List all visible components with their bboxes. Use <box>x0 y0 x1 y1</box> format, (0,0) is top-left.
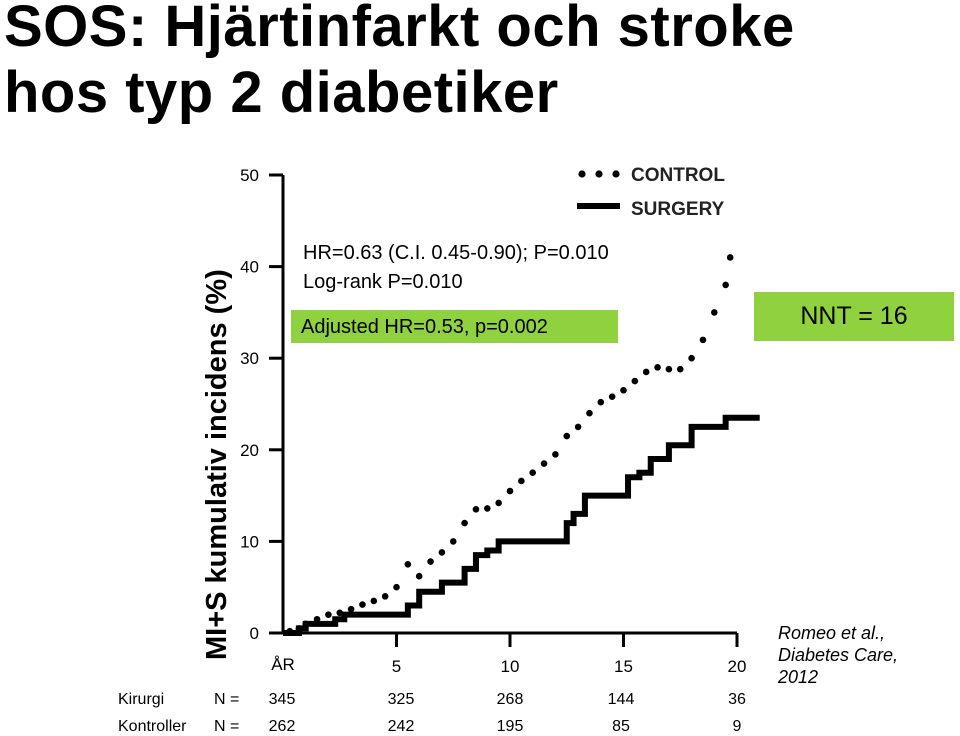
series-control-point <box>642 368 650 376</box>
x-tick-label-15: 15 <box>614 657 633 676</box>
chart-ticks: 0 10 20 30 40 50 5 10 15 20 ÅR <box>240 166 746 676</box>
x-axis-label: ÅR <box>271 655 295 674</box>
series-control-point <box>347 605 355 613</box>
risk-cell: 144 <box>608 691 635 708</box>
risk-row-n-label: N = <box>214 718 239 735</box>
series-control-point <box>461 519 468 527</box>
risk-cell: 268 <box>497 691 524 708</box>
risk-cell: 325 <box>388 691 415 708</box>
risk-row-label-kirurgi: Kirurgi <box>118 691 164 708</box>
risk-cell: 9 <box>733 718 742 735</box>
adjusted-hr-annotation: Adjusted HR=0.53, p=0.002 <box>301 316 548 338</box>
series-control-point <box>393 583 400 591</box>
series-control-point <box>711 309 718 316</box>
risk-cell: 85 <box>612 718 630 735</box>
nnt-label: NNT = 16 <box>800 302 908 330</box>
risk-cell: 262 <box>269 718 296 735</box>
chart-series <box>283 254 760 636</box>
risk-cell: 242 <box>388 718 415 735</box>
chart-legend: CONTROL SURGERY <box>577 165 725 220</box>
title-line-1: SOS: Hjärtinfarkt och stroke <box>4 0 795 59</box>
risk-cell: 36 <box>728 691 746 708</box>
series-control-point <box>415 572 423 580</box>
series-control-point <box>518 477 525 485</box>
y-tick-label-20: 20 <box>240 441 259 460</box>
series-control-point <box>620 386 627 394</box>
series-control-point <box>540 460 548 467</box>
series-control-point <box>472 506 480 513</box>
citation: Romeo et al., Diabetes Care, 2012 <box>778 622 898 688</box>
series-control-point <box>529 469 536 477</box>
citation-line-2: Diabetes Care, <box>778 645 899 665</box>
series-control-point <box>484 505 491 512</box>
legend-control-label: CONTROL <box>631 165 725 186</box>
series-control-point <box>370 597 378 605</box>
series-surgery-line <box>283 414 760 636</box>
series-control-point <box>676 365 684 373</box>
series-control-point <box>665 365 673 373</box>
series-control-point <box>699 336 707 344</box>
series-control-point <box>574 423 582 431</box>
series-control-point <box>608 393 616 400</box>
series-control-point <box>449 538 457 545</box>
y-tick-label-30: 30 <box>240 349 259 368</box>
legend-surgery-label: SURGERY <box>631 199 725 220</box>
series-control-point <box>427 558 434 565</box>
hr-annotation: HR=0.63 (C.I. 0.45-0.90); P=0.010 <box>303 242 609 264</box>
series-control-point <box>631 377 639 385</box>
series-control-point <box>506 487 514 495</box>
y-tick-label-0: 0 <box>250 624 259 643</box>
series-control-point <box>359 601 366 608</box>
adjusted-hr-box <box>291 310 618 343</box>
y-tick-label-50: 50 <box>240 166 259 185</box>
risk-cell: 345 <box>269 691 296 708</box>
y-tick-label-10: 10 <box>240 532 259 551</box>
series-control-point <box>563 432 571 440</box>
x-tick-label-20: 20 <box>728 657 747 676</box>
series-control-point <box>597 398 605 406</box>
title-line-2: hos typ 2 diabetiker <box>4 60 559 125</box>
citation-line-3: 2012 <box>778 667 819 687</box>
legend-control-marker <box>578 170 586 178</box>
citation-line-1: Romeo et al., <box>778 623 886 643</box>
nnt-badge: NNT = 16 <box>754 292 954 341</box>
risk-table: Kirurgi N = 345 325 268 144 36 Kontroller N = 262… <box>118 691 746 735</box>
chart-annotations: HR=0.63 (C.I. 0.45-0.90); P=0.010 Log-ran… <box>291 242 618 343</box>
series-control-point <box>438 549 446 556</box>
series-control-point <box>722 281 729 289</box>
x-tick-label-10: 10 <box>501 657 520 676</box>
y-tick-label-40: 40 <box>240 258 259 277</box>
legend-control-marker <box>612 170 620 178</box>
risk-row-label-kontroller: Kontroller <box>118 718 187 735</box>
series-control-point <box>586 409 593 417</box>
series-control-point <box>404 561 412 568</box>
series-control-point <box>495 499 502 507</box>
series-control-point <box>325 611 332 618</box>
slide-title: SOS: Hjärtinfarkt och stroke hos typ 2 d… <box>4 0 795 126</box>
x-tick-label-5: 5 <box>392 657 401 676</box>
legend-control-marker <box>595 170 603 178</box>
risk-cell: 195 <box>497 718 524 735</box>
y-axis-label: MI+S kumulativ incidens (%) <box>201 269 233 660</box>
series-control-point <box>654 364 661 371</box>
series-control-point <box>552 451 559 458</box>
risk-row-n-label: N = <box>214 691 239 708</box>
series-control-point <box>726 254 734 261</box>
logrank-annotation: Log-rank P=0.010 <box>303 271 463 293</box>
series-control-point <box>381 593 389 600</box>
series-control-point <box>688 354 695 362</box>
